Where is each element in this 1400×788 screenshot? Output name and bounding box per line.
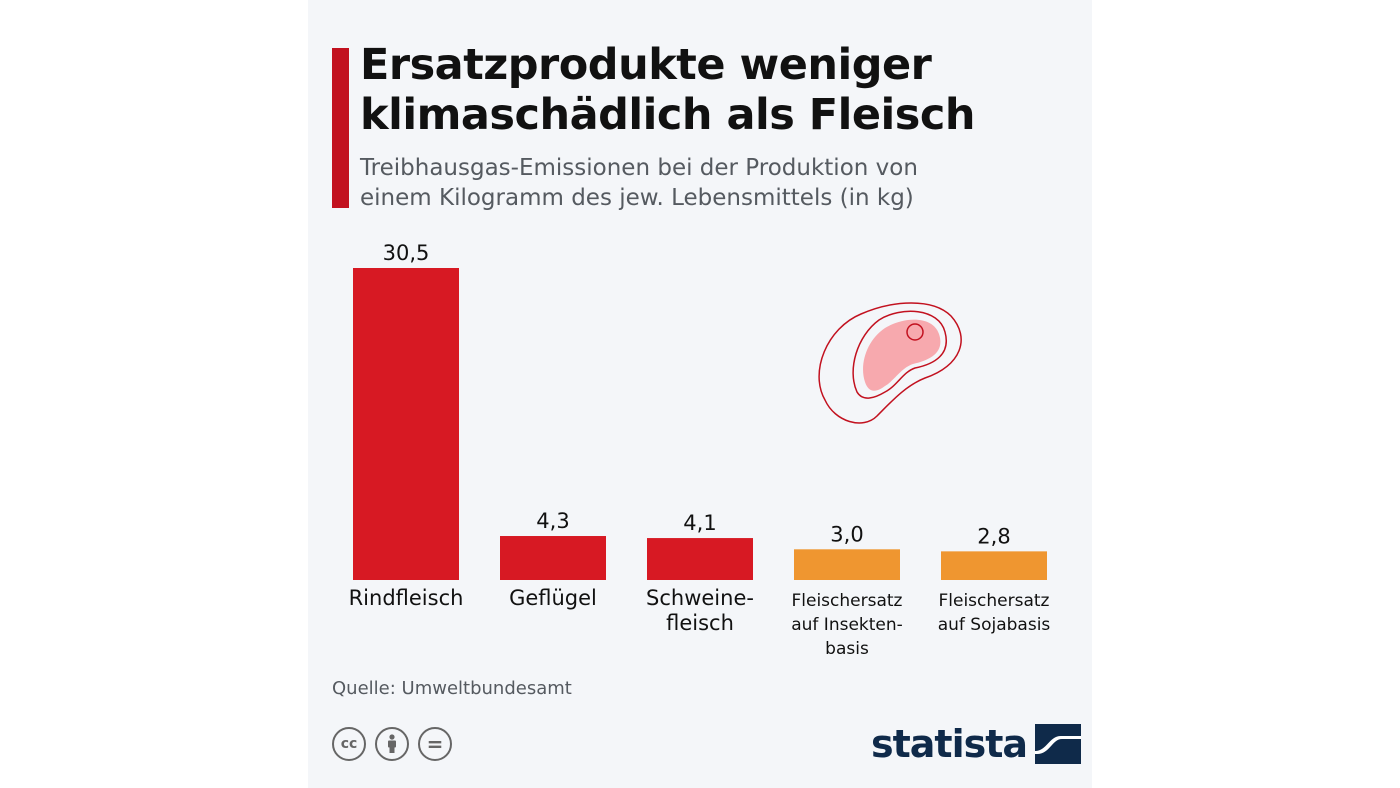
nd-icon[interactable]: = bbox=[418, 727, 452, 761]
title-line-1: Ersatzprodukte weniger bbox=[360, 40, 932, 90]
value-label-4: 3,0 bbox=[830, 522, 863, 546]
statista-logo[interactable]: statista bbox=[871, 722, 1082, 766]
person-icon bbox=[388, 734, 396, 753]
value-label-1: 30,5 bbox=[383, 241, 430, 265]
category-label-2: Geflügel bbox=[509, 586, 597, 610]
license-icons: cc = bbox=[332, 727, 452, 761]
source-note: Quelle: Umweltbundesamt bbox=[332, 678, 572, 699]
title-accent-bar bbox=[332, 48, 349, 208]
category-label-4: Fleischersatz auf Insekten-basis bbox=[791, 591, 903, 659]
bar-chart: 30,5 Rindfleisch 4,3 Geflügel 4,1 Schweine-fl… bbox=[349, 241, 1051, 659]
category-label-1: Rindfleisch bbox=[349, 586, 464, 610]
bar-1 bbox=[353, 268, 459, 580]
statista-logo-icon bbox=[1035, 724, 1082, 764]
subtitle-line-2: einem Kilogramm des jew. Lebensmittels (… bbox=[360, 185, 914, 211]
bar-2 bbox=[500, 536, 606, 580]
brand-wordmark: statista bbox=[871, 722, 1028, 766]
bars-group: 30,5 Rindfleisch 4,3 Geflügel 4,1 Schweine-fl… bbox=[349, 241, 1051, 659]
bar-3 bbox=[647, 538, 753, 580]
bar-4 bbox=[794, 549, 900, 580]
bar-5 bbox=[941, 551, 1047, 580]
category-label-5: Fleischersatz auf Sojabasis bbox=[938, 591, 1051, 635]
title-line-2: klimaschädlich als Fleisch bbox=[360, 90, 975, 140]
category-label-3: Schweine-fleisch bbox=[646, 586, 754, 635]
page-title: Ersatzprodukte weniger klimaschädlich al… bbox=[360, 40, 1060, 140]
subtitle-line-1: Treibhausgas-Emissionen bei der Produkti… bbox=[360, 155, 918, 181]
meat-illustration-icon bbox=[818, 302, 962, 424]
infographic-card: Ersatzprodukte weniger klimaschädlich al… bbox=[308, 0, 1092, 788]
value-label-5: 2,8 bbox=[977, 524, 1010, 548]
cc-icon[interactable]: cc bbox=[332, 727, 366, 761]
value-label-3: 4,1 bbox=[683, 511, 716, 535]
value-label-2: 4,3 bbox=[536, 509, 569, 533]
subtitle: Treibhausgas-Emissionen bei der Produkti… bbox=[360, 153, 1060, 213]
by-icon[interactable] bbox=[375, 727, 409, 761]
